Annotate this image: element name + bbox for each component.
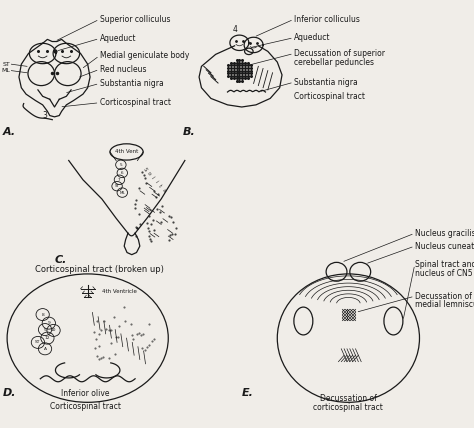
Text: 9: 9 (47, 321, 50, 325)
Text: Substantia nigra: Substantia nigra (294, 77, 357, 87)
Text: 3: 3 (43, 111, 47, 120)
Text: 5: 5 (119, 163, 122, 167)
Text: Medial geniculate body: Medial geniculate body (100, 51, 189, 60)
Text: Aqueduct: Aqueduct (294, 33, 330, 42)
Text: 5: 5 (44, 327, 46, 332)
Text: Inferior olive: Inferior olive (61, 389, 109, 398)
Text: Spinal tract and: Spinal tract and (415, 260, 474, 269)
Text: Decussation of superior: Decussation of superior (294, 49, 385, 58)
Text: Inferior colliculus: Inferior colliculus (294, 15, 360, 24)
Text: Corticospinal tract: Corticospinal tract (294, 92, 365, 101)
Text: A: A (44, 347, 46, 351)
Text: D.: D. (2, 388, 16, 398)
Text: 7: 7 (118, 178, 121, 182)
Text: Nucleus cuneatus: Nucleus cuneatus (415, 241, 474, 251)
Text: ST: ST (115, 184, 119, 188)
Text: B.: B. (182, 127, 195, 137)
Text: a: a (161, 188, 166, 193)
Text: C.: C. (55, 255, 67, 265)
Text: 10: 10 (51, 328, 56, 333)
Text: o: o (146, 171, 151, 176)
Text: Decussation of: Decussation of (415, 291, 472, 301)
Text: Nucleus gracilis: Nucleus gracilis (415, 229, 474, 238)
Text: S: S (142, 166, 147, 172)
Text: 4th Vent: 4th Vent (115, 149, 138, 155)
Text: A.: A. (2, 127, 16, 137)
Text: 4th Ventricle: 4th Ventricle (102, 288, 137, 294)
Text: Substantia nigra: Substantia nigra (100, 79, 163, 88)
Text: nucleus of CN5: nucleus of CN5 (415, 269, 473, 279)
Text: ST: ST (35, 340, 41, 345)
Text: Aqueduct: Aqueduct (100, 34, 136, 43)
Text: Corticospinal tract (broken up): Corticospinal tract (broken up) (35, 265, 164, 274)
Text: Superior colliculus: Superior colliculus (100, 15, 170, 24)
Text: medial lemniscus: medial lemniscus (415, 300, 474, 309)
Text: 4: 4 (232, 25, 237, 34)
Text: l: l (150, 175, 155, 180)
Text: ST: ST (3, 62, 10, 67)
Text: E.: E. (242, 388, 254, 398)
Text: cerebellar peduncles: cerebellar peduncles (294, 57, 374, 67)
Text: corticospinal tract: corticospinal tract (313, 403, 383, 412)
Text: Corticospinal tract: Corticospinal tract (50, 402, 121, 411)
Text: 6: 6 (121, 171, 124, 175)
Text: Decussation of: Decussation of (320, 394, 377, 404)
Text: Red nucleus: Red nucleus (100, 65, 146, 74)
Text: 12: 12 (45, 336, 50, 340)
Text: i: i (154, 180, 158, 184)
Text: ML: ML (119, 190, 125, 195)
Text: ML: ML (1, 68, 10, 73)
Text: 8: 8 (41, 312, 44, 317)
Text: t: t (157, 184, 163, 188)
Text: Corticospinal tract: Corticospinal tract (100, 98, 171, 107)
